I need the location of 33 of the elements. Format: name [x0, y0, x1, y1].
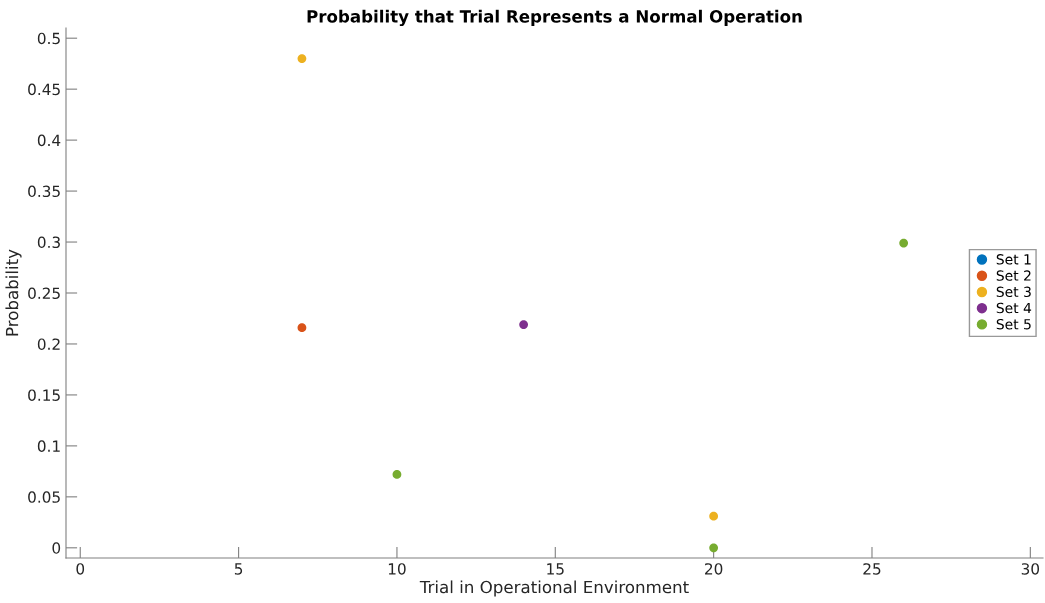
legend-label: Set 3	[996, 286, 1031, 298]
point	[899, 238, 909, 248]
x-tick-label: 20	[705, 563, 723, 575]
point	[297, 54, 307, 63]
y-tick-label: 0.1	[37, 440, 60, 452]
y-tick-label: 0.2	[37, 338, 60, 350]
x-tick-label: 15	[547, 563, 564, 575]
y-tick-label: 0.45	[28, 83, 60, 96]
x-axis-title: Trial in Operational Environment	[419, 580, 689, 597]
y-axis-title: Probability	[5, 249, 22, 336]
y-tick-label: 0.35	[28, 185, 60, 198]
x-tick-label: 5	[234, 563, 243, 575]
point	[519, 320, 529, 329]
point	[709, 511, 719, 521]
y-tick-label: 0.4	[37, 134, 61, 147]
x-tick-label: 10	[388, 563, 406, 575]
legend-label: Set 5	[996, 318, 1031, 330]
y-tick-label: 0.15	[28, 389, 60, 401]
y-tick-label: 0.25	[28, 287, 60, 300]
point	[297, 323, 307, 333]
point	[709, 543, 719, 553]
y-tick-label: 0	[52, 542, 61, 554]
y-tick-label: 0.5	[37, 32, 60, 45]
x-tick-label: 30	[1021, 563, 1040, 575]
point	[392, 470, 402, 479]
legend-label: Set 1	[996, 254, 1031, 265]
legend-label: Set 4	[996, 302, 1032, 314]
legend-label: Set 2	[996, 270, 1031, 281]
y-tick-label: 0.05	[28, 491, 60, 503]
x-tick-label: 25	[863, 563, 881, 575]
y-tick-label: 0.3	[37, 236, 60, 249]
chart-title: Probability that Trial Represents a Normal Operation	[307, 9, 802, 27]
x-tick-label: 0	[76, 563, 85, 575]
